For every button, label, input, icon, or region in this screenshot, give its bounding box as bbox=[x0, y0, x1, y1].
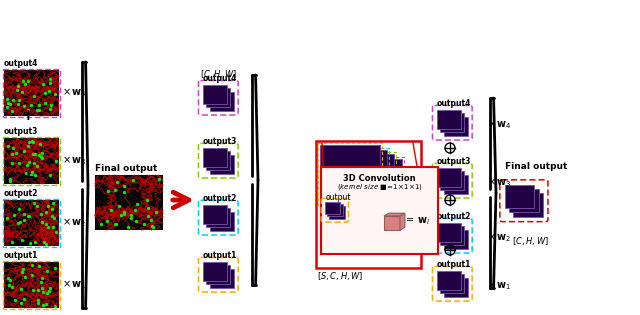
Text: output4: output4 bbox=[203, 74, 237, 83]
Bar bbox=[440, 171, 464, 190]
Text: $\times\,\mathbf{w}_{2}$: $\times\,\mathbf{w}_{2}$ bbox=[487, 232, 511, 244]
Text: output3: output3 bbox=[437, 157, 472, 166]
Text: 3D Convolution: 3D Convolution bbox=[343, 174, 416, 183]
Bar bbox=[210, 155, 234, 174]
FancyBboxPatch shape bbox=[321, 167, 438, 254]
Text: output2: output2 bbox=[203, 194, 237, 203]
Text: +: + bbox=[22, 107, 35, 123]
Text: output2: output2 bbox=[4, 189, 38, 198]
Text: output4: output4 bbox=[437, 99, 472, 108]
Bar bbox=[444, 230, 468, 249]
Text: output3: output3 bbox=[4, 127, 38, 136]
Bar bbox=[342, 158, 402, 216]
Text: $[C,H,W]$: $[C,H,W]$ bbox=[200, 68, 236, 80]
Bar bbox=[440, 274, 464, 293]
Bar bbox=[203, 148, 227, 167]
Text: output2: output2 bbox=[437, 212, 472, 221]
Bar bbox=[203, 205, 227, 224]
Bar bbox=[206, 266, 230, 284]
Bar bbox=[505, 185, 534, 208]
Bar bbox=[513, 193, 543, 216]
Text: output1: output1 bbox=[4, 251, 38, 260]
Text: +: + bbox=[22, 170, 35, 186]
Text: output4: output4 bbox=[4, 59, 38, 68]
Bar bbox=[203, 262, 227, 281]
Text: Final output: Final output bbox=[95, 164, 157, 173]
Bar bbox=[334, 154, 394, 211]
Bar bbox=[203, 85, 227, 104]
Polygon shape bbox=[384, 216, 400, 230]
Text: $\times\,\mathbf{w}_{1}$: $\times\,\mathbf{w}_{1}$ bbox=[487, 280, 511, 292]
Text: $[C,H,W]$: $[C,H,W]$ bbox=[511, 235, 548, 247]
Bar bbox=[210, 92, 234, 111]
Bar bbox=[4, 200, 59, 246]
Bar bbox=[509, 189, 539, 212]
Text: output: output bbox=[326, 193, 351, 202]
Bar bbox=[210, 212, 234, 231]
Bar bbox=[444, 117, 468, 135]
Polygon shape bbox=[400, 213, 405, 230]
Text: Final output: Final output bbox=[505, 162, 568, 171]
Bar bbox=[327, 150, 387, 207]
Bar bbox=[440, 226, 464, 245]
Bar bbox=[206, 152, 230, 170]
Polygon shape bbox=[384, 213, 405, 216]
Bar bbox=[327, 204, 342, 216]
Bar bbox=[437, 110, 461, 129]
Bar bbox=[206, 209, 230, 227]
Bar bbox=[4, 70, 59, 116]
Text: +: + bbox=[22, 232, 35, 248]
Text: $(kernel\ size\ \blacksquare\!=\!1\!\times\!1\!\times\!1)$: $(kernel\ size\ \blacksquare\!=\!1\!\tim… bbox=[337, 182, 422, 192]
Bar bbox=[437, 168, 461, 187]
Bar bbox=[325, 202, 340, 214]
Text: $\times\,\mathbf{w}_{3}$: $\times\,\mathbf{w}_{3}$ bbox=[62, 155, 86, 167]
Bar bbox=[95, 175, 163, 230]
Bar bbox=[437, 271, 461, 290]
Text: output3: output3 bbox=[203, 137, 237, 146]
Bar bbox=[440, 113, 464, 132]
Bar bbox=[320, 145, 380, 203]
Text: $\times\,\mathbf{w}_{4}$: $\times\,\mathbf{w}_{4}$ bbox=[487, 119, 512, 131]
Bar bbox=[437, 223, 461, 242]
Text: output1: output1 bbox=[437, 260, 472, 269]
Bar bbox=[444, 175, 468, 193]
Text: $=\,\mathbf{w}_l$: $=\,\mathbf{w}_l$ bbox=[404, 215, 431, 227]
Text: $\times\,\mathbf{w}_{1}$: $\times\,\mathbf{w}_{1}$ bbox=[62, 278, 86, 291]
Text: $\times\,\mathbf{w}_{2}$: $\times\,\mathbf{w}_{2}$ bbox=[62, 217, 86, 229]
Bar bbox=[330, 206, 345, 219]
Bar bbox=[444, 278, 468, 296]
Bar bbox=[206, 89, 230, 107]
Text: $\times\,\mathbf{w}_{3}$: $\times\,\mathbf{w}_{3}$ bbox=[487, 177, 511, 189]
Bar bbox=[4, 262, 59, 308]
Text: output1: output1 bbox=[203, 251, 237, 260]
Text: $[S,C,H,W]$: $[S,C,H,W]$ bbox=[317, 270, 364, 282]
Bar bbox=[210, 269, 234, 288]
Bar bbox=[4, 138, 59, 184]
Text: $\times\,\mathbf{w}_{4}$: $\times\,\mathbf{w}_{4}$ bbox=[62, 87, 87, 100]
